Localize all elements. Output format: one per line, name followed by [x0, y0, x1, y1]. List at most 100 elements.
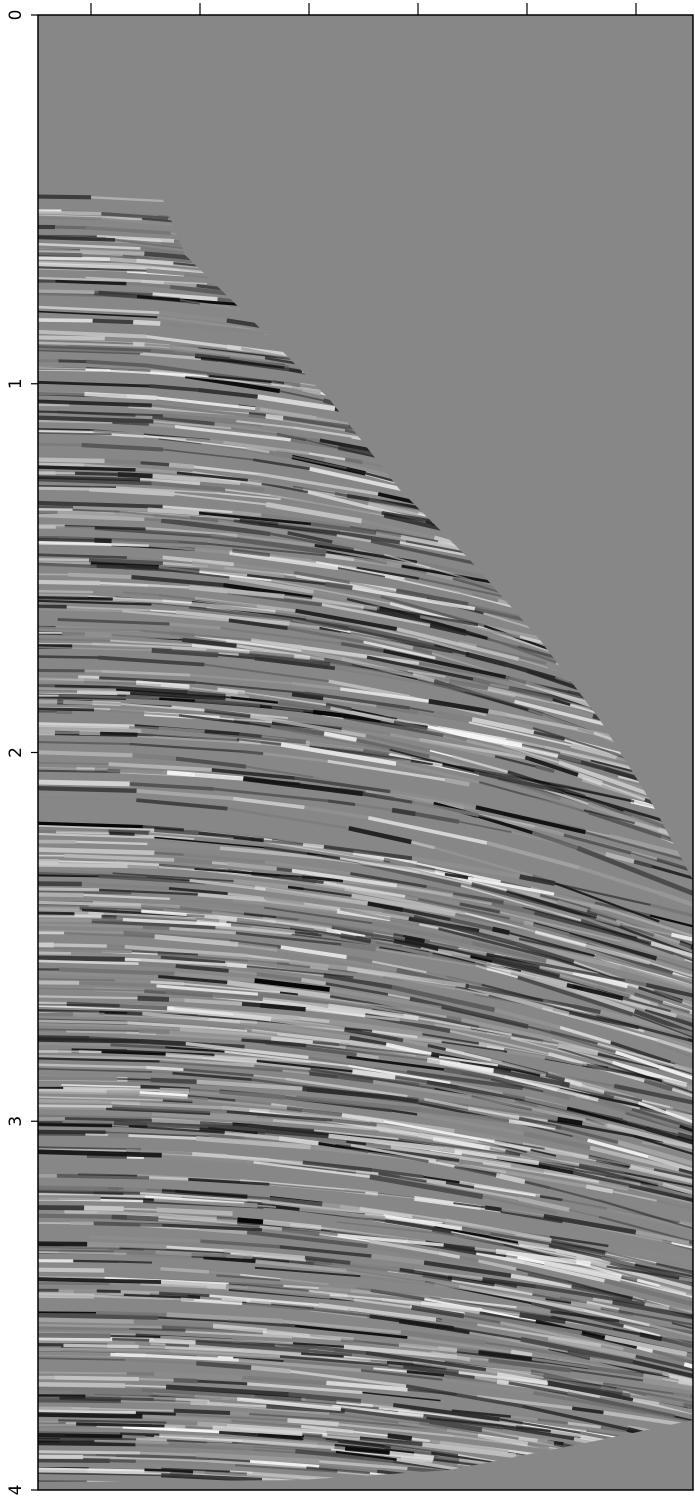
seismic-stripe	[38, 1414, 142, 1416]
seismic-stripe	[38, 1296, 94, 1297]
seismic-stripe	[120, 1262, 152, 1263]
seismic-stripe	[38, 768, 108, 769]
seismic-stripe	[227, 965, 247, 967]
seismic-stripe	[38, 1443, 135, 1444]
seismic-stripe	[74, 914, 103, 915]
seismic-stripe	[110, 1493, 148, 1494]
seismic-stripe	[65, 1119, 152, 1121]
seismic-stripe	[120, 730, 142, 731]
seismic-stripe	[59, 1290, 97, 1291]
seismic-stripe	[38, 254, 82, 255]
seismic-stripe	[165, 1426, 213, 1428]
top-ticks	[91, 3, 636, 15]
seismic-stripe	[63, 702, 121, 704]
seismic-stripe	[38, 949, 132, 951]
seismic-stripe	[404, 1491, 422, 1493]
seismic-stripe	[127, 1013, 142, 1014]
seismic-stripe	[160, 1337, 180, 1338]
seismic-stripe	[108, 832, 148, 833]
seismic-stripe	[38, 728, 120, 730]
seismic-stripe	[38, 1391, 152, 1394]
seismic-stripe	[58, 361, 86, 362]
seismic-stripe	[38, 644, 92, 645]
seismic-stripe	[144, 519, 161, 520]
seismic-stripe	[110, 1461, 136, 1462]
seismic-stripe	[178, 542, 207, 544]
seismic-stripe	[434, 1458, 459, 1461]
seismic-stripe	[683, 1405, 693, 1407]
seismic-stripe	[38, 460, 105, 461]
seismic-stripe	[57, 1176, 149, 1178]
seismic-stripe	[151, 1080, 197, 1082]
seismic-stripe	[58, 1051, 101, 1052]
y-tick-label: 0	[6, 10, 26, 21]
seismic-stripe	[97, 566, 125, 567]
seismic-stripe	[93, 321, 134, 322]
seismic-stripe	[202, 1491, 287, 1495]
seismic-stripe	[38, 1197, 101, 1198]
seismic-stripe	[38, 639, 110, 640]
seismic-stripe	[38, 788, 137, 791]
seismic-stripe	[73, 1014, 104, 1015]
seismic-stripe	[141, 1468, 161, 1469]
seismic-stripe	[38, 958, 125, 959]
seismic-stripe	[166, 1423, 197, 1424]
seismic-stripe	[362, 607, 377, 609]
seismic-stripe	[38, 1328, 129, 1329]
seismic-stripe	[166, 1345, 189, 1346]
seismic-stripe	[143, 927, 170, 928]
seismic-stripe	[38, 1124, 112, 1125]
seismic-stripe	[117, 1079, 151, 1080]
seismic-stripe	[38, 369, 86, 370]
seismic-stripe	[105, 461, 141, 463]
seismic-stripe	[124, 1209, 157, 1210]
seismic-stripe	[144, 991, 166, 992]
seismic-stripe	[76, 1424, 164, 1426]
seismic-stripe	[242, 752, 263, 754]
seismic-stripe	[149, 1340, 195, 1342]
seismic-stripe	[38, 444, 82, 445]
seismic-stripe	[149, 1178, 188, 1180]
seismic-stripe	[96, 1313, 167, 1315]
seismic-stripe	[141, 463, 169, 465]
y-tick-label: 4	[6, 1485, 26, 1495]
seismic-stripe	[87, 1244, 166, 1247]
seismic-stripe	[38, 918, 123, 919]
seismic-stripe	[38, 1400, 121, 1401]
seismic-stripe	[38, 591, 93, 592]
seismic-stripe	[148, 510, 199, 513]
seismic-stripe	[174, 1411, 230, 1413]
seismic-stripe	[150, 1344, 165, 1345]
seismic-stripe	[38, 197, 91, 198]
seismic-stripe	[38, 1188, 119, 1189]
seismic-stripe	[38, 1215, 112, 1216]
seismic-stripe	[38, 291, 94, 292]
seismic-stripe	[108, 1135, 128, 1136]
seismic-stripe	[54, 945, 107, 946]
seismic-stripe	[121, 1292, 159, 1293]
seismic-stripe	[38, 1100, 100, 1101]
seismic-stripe	[38, 657, 98, 658]
seismic-stripe	[684, 1364, 693, 1366]
seismic-stripe	[38, 1312, 96, 1313]
seismic-stripe	[112, 1126, 129, 1127]
seismic-stripe	[38, 1044, 111, 1045]
seismic-stripe	[190, 1403, 222, 1404]
seismic-stripe	[38, 598, 113, 599]
seismic-stripe	[200, 1298, 221, 1299]
seismic-stripe	[38, 1078, 117, 1079]
seismic-stripe	[151, 605, 189, 608]
seismic-stripe	[97, 1291, 121, 1292]
seismic-stripe	[38, 1354, 110, 1355]
seismic-stripe	[38, 258, 110, 260]
seismic-stripe	[303, 845, 324, 847]
seismic-stripe	[152, 1072, 172, 1073]
seismic-stripe	[111, 1336, 161, 1337]
seismic-stripe	[62, 1491, 174, 1494]
seismic-stripe	[38, 884, 82, 885]
seismic-stripe	[139, 1031, 170, 1032]
seismic-stripe	[110, 1355, 145, 1356]
seismic-stripe	[62, 1122, 114, 1123]
